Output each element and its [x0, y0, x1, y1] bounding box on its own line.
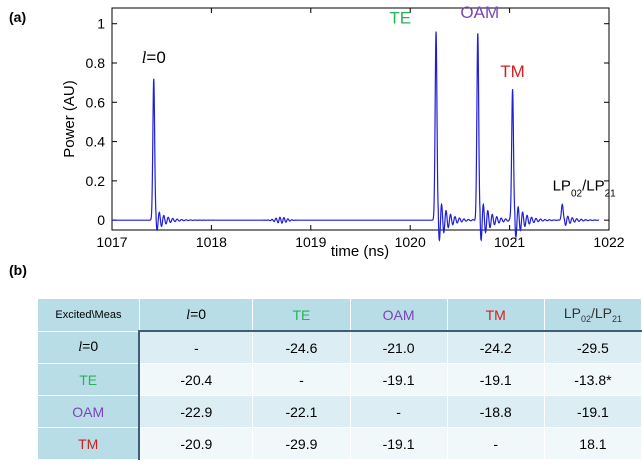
table-cell: -29.9	[252, 427, 351, 460]
annotation-label: TE	[389, 9, 411, 28]
x-tick-label: 1022	[593, 234, 624, 250]
y-tick-label: 0.2	[86, 173, 106, 189]
x-axis-ticks: 1017 1018 1019 1020 1021 1022	[96, 8, 625, 250]
annotation-label: LP02/LP21	[553, 178, 617, 200]
table-column-header: TM	[446, 298, 545, 332]
table-header-row: Excited\Meas l=0 TE OAM TM LP02/LP21	[37, 298, 642, 332]
table-cell: -	[252, 363, 351, 396]
table-cell: -22.9	[138, 395, 254, 428]
table-cell: 18.1	[543, 427, 642, 460]
table-row: l=0- -24.6 -21.0 -24.2 -29.5	[37, 330, 642, 364]
table-cell: -	[446, 427, 545, 460]
panel-label-a: (a)	[9, 9, 27, 25]
annotation-label: TM	[500, 62, 525, 81]
table-cell: -22.1	[252, 395, 351, 428]
y-tick-label: 0	[97, 212, 105, 228]
table-row-header: TE	[37, 363, 140, 396]
peak-annotations: l=0 TE OAM TM LP02/LP21	[142, 3, 616, 199]
table-cell: -24.6	[252, 330, 351, 364]
x-tick-label: 1017	[96, 234, 127, 250]
table-cell: -19.1	[543, 395, 642, 428]
table-corner-label: Excited\Meas	[37, 298, 140, 332]
y-tick-label: 1	[97, 16, 105, 32]
y-tick-label: 0.4	[86, 134, 106, 150]
table-cell: -	[138, 330, 254, 364]
table-cell: -19.1	[349, 363, 448, 396]
panel-label-b: (b)	[9, 262, 27, 278]
x-axis-label: time (ns)	[331, 243, 389, 260]
table-cell: -20.4	[138, 363, 254, 396]
table-column-header: LP02/LP21	[543, 298, 642, 332]
y-tick-label: 0.8	[86, 55, 106, 71]
table-cell: -20.9	[138, 427, 254, 460]
table-cell: -13.8*	[543, 363, 642, 396]
table-row: TM -20.9 -29.9 -19.1-18.1	[37, 427, 642, 460]
annotation-label: OAM	[460, 3, 499, 22]
x-tick-label: 1021	[494, 234, 525, 250]
table-cell: -21.0	[349, 330, 448, 364]
table-row: TE -20.4- -19.1 -19.1 -13.8*	[37, 363, 642, 396]
table-column-header: l=0	[138, 298, 254, 332]
table-row-header: OAM	[37, 395, 140, 428]
x-tick-label: 1019	[295, 234, 326, 250]
table-cell: -	[349, 395, 448, 428]
table-column-header: OAM	[349, 298, 448, 332]
table-column-header: TE	[252, 298, 351, 332]
table-cell: -18.8	[446, 395, 545, 428]
table-row-header: l=0	[37, 330, 140, 364]
table-cell: -24.2	[446, 330, 545, 364]
annotation-label: l=0	[142, 48, 166, 67]
x-tick-label: 1020	[395, 234, 426, 250]
crosstalk-table: Excited\Meas l=0 TE OAM TM LP02/LP21 l=0- -24.…	[37, 298, 642, 460]
table-row: OAM -22.9 -22.1- -18.8 -19.1	[37, 395, 642, 428]
power-trace	[112, 31, 600, 242]
table-cell: -19.1	[349, 427, 448, 460]
y-tick-label: 0.6	[86, 94, 106, 110]
plot-frame	[111, 7, 610, 231]
table-cell: -19.1	[446, 363, 545, 396]
table-cell: -29.5	[543, 330, 642, 364]
power-vs-time-chart: 1017 1018 1019 1020 1021 1022 00.20.40.60.81 …	[61, 3, 625, 260]
y-axis-label: Power (AU)	[61, 80, 78, 158]
x-tick-label: 1018	[196, 234, 227, 250]
table-row-header: TM	[37, 427, 140, 460]
